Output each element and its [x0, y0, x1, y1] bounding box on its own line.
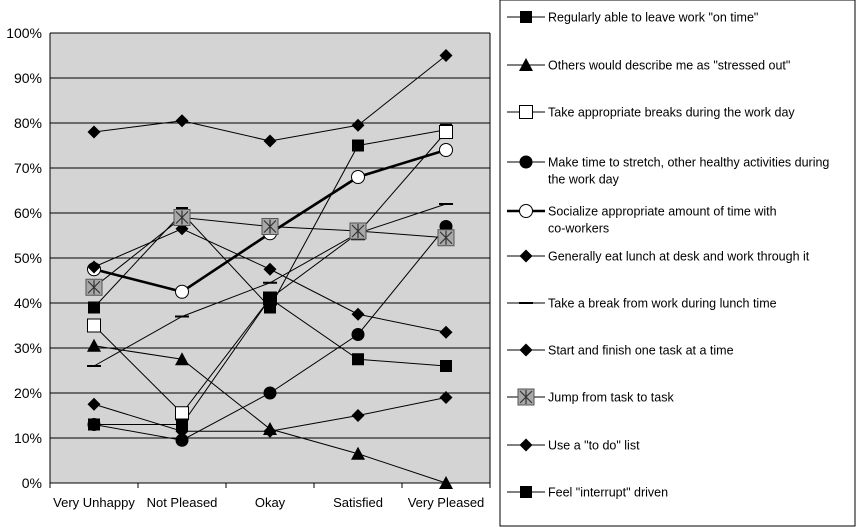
- data-point: [87, 260, 101, 274]
- legend-label: Socialize appropriate amount of time wit…: [548, 205, 777, 236]
- legend-marker: [520, 486, 532, 498]
- legend-label: Start and finish one task at a time: [548, 344, 734, 358]
- y-tick-label: 90%: [14, 70, 42, 86]
- legend-item: Others would describe me as "stressed ou…: [507, 58, 790, 73]
- series-markers: [85, 49, 455, 489]
- legend-item: Socialize appropriate amount of time wit…: [507, 204, 777, 236]
- legend-marker: [519, 155, 533, 169]
- y-tick-label: 60%: [14, 205, 42, 221]
- legend-label: Jump from task to task: [548, 391, 674, 405]
- y-tick-label: 10%: [14, 430, 42, 446]
- legend-items: Regularly able to leave work "on time" Ot…: [507, 11, 829, 500]
- data-point: [349, 222, 367, 240]
- legend-marker: [519, 249, 533, 263]
- data-point: [263, 386, 277, 400]
- x-tick-label: Very Unhappy: [53, 495, 135, 510]
- data-point: [175, 433, 189, 447]
- data-point: [87, 125, 101, 139]
- data-point: [87, 338, 101, 352]
- data-point: [439, 391, 453, 404]
- legend-item: Take a break from work during lunch time: [507, 297, 777, 311]
- data-point: [439, 325, 453, 339]
- y-tick-label: 30%: [14, 340, 42, 356]
- data-point: [87, 318, 101, 333]
- legend-marker: [520, 11, 532, 23]
- data-point: [175, 114, 189, 128]
- data-point: [351, 446, 365, 460]
- y-tick-label: 100%: [6, 25, 42, 41]
- x-axis-tick-labels: Very Unhappy Not Pleased Okay Satisfied Very…: [49, 483, 491, 510]
- legend-marker: [519, 58, 533, 71]
- legend: Regularly able to leave work "on time" Ot…: [499, 0, 856, 527]
- data-point: [439, 49, 453, 62]
- data-point: [263, 262, 277, 276]
- x-tick-label: Satisfied: [333, 495, 383, 510]
- legend-item: Start and finish one task at a time: [507, 343, 734, 358]
- legend-label: Use a "to do" list: [548, 439, 640, 453]
- legend-item: Feel "interrupt" driven: [507, 486, 668, 500]
- legend-label: Others would describe me as "stressed ou…: [548, 59, 790, 73]
- plot-area: 0% 10% 20% 30% 40% 50% 60% 70% 80% 90% 100% Very U…: [6, 25, 491, 510]
- data-point: [439, 143, 453, 157]
- data-point: [439, 125, 453, 139]
- data-point: [175, 352, 189, 366]
- y-tick-label: 50%: [14, 250, 42, 266]
- legend-item: Jump from task to task: [507, 388, 674, 406]
- legend-marker: [519, 204, 533, 218]
- legend-label: Generally eat lunch at desk and work thr…: [548, 250, 810, 264]
- x-tick-label: Okay: [255, 495, 286, 510]
- data-point: [351, 170, 365, 184]
- data-point: [176, 418, 188, 431]
- legend-marker: [517, 388, 535, 406]
- data-point: [88, 418, 100, 431]
- y-tick-label: 80%: [14, 115, 42, 131]
- y-tick-label: 0%: [22, 475, 42, 491]
- legend-label: Take a break from work during lunch time: [548, 297, 777, 311]
- x-tick-label: Very Pleased: [408, 495, 485, 510]
- data-point: [87, 397, 101, 411]
- data-point: [439, 476, 453, 489]
- legend-box: [499, 0, 856, 527]
- legend-marker: [519, 343, 533, 357]
- data-point: [263, 134, 277, 148]
- x-tick-label: Not Pleased: [147, 495, 218, 510]
- data-point: [173, 209, 191, 226]
- y-tick-label: 20%: [14, 385, 42, 401]
- legend-label: Make time to stretch, other healthy acti…: [548, 156, 829, 187]
- legend-marker: [519, 105, 533, 119]
- legend-item: Generally eat lunch at desk and work thr…: [507, 249, 810, 264]
- data-point: [88, 301, 100, 314]
- data-point: [351, 118, 365, 132]
- legend-item: Use a "to do" list: [507, 438, 640, 453]
- legend-label: Regularly able to leave work "on time": [548, 11, 758, 25]
- data-point: [175, 284, 189, 299]
- legend-label: Feel "interrupt" driven: [548, 486, 668, 500]
- data-point: [352, 353, 364, 366]
- legend-label: Take appropriate breaks during the work …: [548, 106, 795, 120]
- data-point: [261, 218, 279, 235]
- data-point: [263, 424, 277, 438]
- y-tick-label: 70%: [14, 160, 42, 176]
- data-point: [440, 360, 452, 372]
- data-point: [85, 278, 103, 296]
- data-point: [352, 139, 364, 152]
- y-tick-label: 40%: [14, 295, 42, 311]
- legend-item: Make time to stretch, other healthy acti…: [507, 155, 829, 187]
- legend-item: Take appropriate breaks during the work …: [507, 105, 795, 120]
- data-point: [351, 307, 365, 321]
- data-point: [351, 409, 365, 422]
- data-point: [175, 406, 189, 421]
- data-point: [437, 229, 455, 247]
- y-axis-tick-labels: 0% 10% 20% 30% 40% 50% 60% 70% 80% 90% 100%: [6, 25, 42, 491]
- data-point: [351, 328, 365, 341]
- legend-marker: [519, 438, 533, 452]
- legend-item: Regularly able to leave work "on time": [507, 11, 758, 25]
- data-point: [264, 292, 276, 305]
